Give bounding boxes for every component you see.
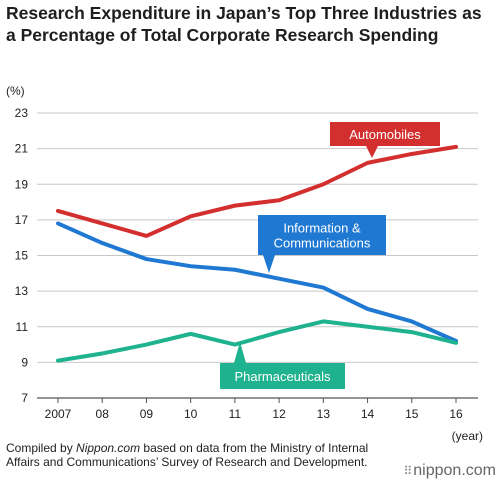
y-tick-label: 23 <box>15 106 29 120</box>
y-tick-label: 19 <box>15 177 29 191</box>
y-tick-label: 17 <box>15 213 29 227</box>
footnote-source: Nippon.com <box>76 441 141 455</box>
y-tick-label: 7 <box>21 391 28 405</box>
x-tick-label: 10 <box>184 407 198 421</box>
footnote-prefix: Compiled by <box>6 441 77 455</box>
series-line-automobiles <box>56 144 458 238</box>
series-lines <box>56 144 458 363</box>
callout-box <box>220 363 345 389</box>
chart-title: Research Expenditure in Japan’s Top Thre… <box>6 3 482 45</box>
callout-pointer <box>263 255 275 273</box>
callout-pointer <box>234 342 246 363</box>
y-tick-label: 21 <box>15 142 29 156</box>
x-tick-label: 12 <box>272 407 286 421</box>
series-callouts: Automobiles Information &Communications Ph… <box>220 122 440 389</box>
x-tick-label: 13 <box>317 407 331 421</box>
brand-name: nippon.com <box>413 462 496 479</box>
series-line-pharmaceuticals <box>56 319 458 363</box>
y-unit-label: (%) <box>6 84 25 98</box>
x-tick-label: 09 <box>140 407 154 421</box>
callout-information-communications: Information &Communications <box>258 215 386 273</box>
brand-logo: ⠿ nippon.com <box>403 462 496 480</box>
y-tick-label: 11 <box>16 320 29 334</box>
legend-label: Communications <box>274 236 371 251</box>
callout-pharmaceuticals: Pharmaceuticals <box>220 342 345 389</box>
x-tick-label: 2007 <box>45 407 72 421</box>
series-line-information-communications <box>56 221 458 343</box>
callout-box <box>330 122 440 146</box>
legend-label: Automobiles <box>349 127 421 142</box>
x-tick-label: 15 <box>405 407 419 421</box>
grid <box>37 112 478 399</box>
source-footnote: Compiled by Nippon.com based on data fro… <box>6 441 386 469</box>
callout-pointer <box>366 146 378 158</box>
footnote-suffix: based on data from the Ministry of Inter… <box>6 441 369 469</box>
y-axis-ticks: 7 9 11 13 15 17 19 21 23 <box>15 106 29 405</box>
y-tick-label: 13 <box>15 284 29 298</box>
y-tick-label: 9 <box>21 355 28 369</box>
x-tick-label: 16 <box>449 407 463 421</box>
x-tick-label: 14 <box>361 407 375 421</box>
x-axis-label: (year) <box>452 429 483 443</box>
callout-automobiles: Automobiles <box>330 122 440 158</box>
x-tick-label: 08 <box>96 407 110 421</box>
x-axis-ticks: 2007 08 09 10 11 12 13 14 15 16 <box>45 398 463 421</box>
callout-box <box>258 215 386 255</box>
y-tick-label: 15 <box>15 249 29 263</box>
legend-label: Information & <box>283 221 361 236</box>
legend-label: Pharmaceuticals <box>234 369 331 384</box>
brand-dots-icon: ⠿ <box>403 464 412 478</box>
x-tick-label: 11 <box>229 407 242 421</box>
